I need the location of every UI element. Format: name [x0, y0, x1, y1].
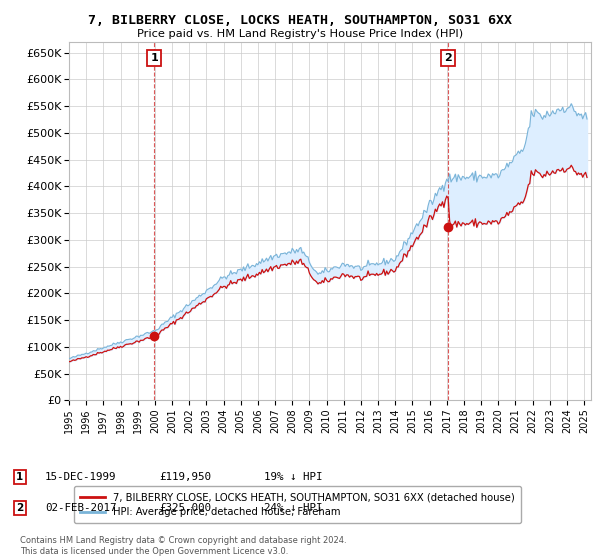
Text: 19% ↓ HPI: 19% ↓ HPI [264, 472, 323, 482]
Text: 1: 1 [150, 53, 158, 63]
Text: Contains HM Land Registry data © Crown copyright and database right 2024.
This d: Contains HM Land Registry data © Crown c… [20, 536, 346, 556]
Text: 2: 2 [16, 503, 23, 513]
Text: 02-FEB-2017: 02-FEB-2017 [45, 503, 116, 513]
Text: 15-DEC-1999: 15-DEC-1999 [45, 472, 116, 482]
Text: 24% ↓ HPI: 24% ↓ HPI [264, 503, 323, 513]
Legend: 7, BILBERRY CLOSE, LOCKS HEATH, SOUTHAMPTON, SO31 6XX (detached house), HPI: Ave: 7, BILBERRY CLOSE, LOCKS HEATH, SOUTHAMP… [74, 486, 521, 523]
Text: 7, BILBERRY CLOSE, LOCKS HEATH, SOUTHAMPTON, SO31 6XX: 7, BILBERRY CLOSE, LOCKS HEATH, SOUTHAMP… [88, 14, 512, 27]
Text: 1: 1 [16, 472, 23, 482]
Text: £119,950: £119,950 [159, 472, 211, 482]
Text: 2: 2 [445, 53, 452, 63]
Text: £325,000: £325,000 [159, 503, 211, 513]
Text: Price paid vs. HM Land Registry's House Price Index (HPI): Price paid vs. HM Land Registry's House … [137, 29, 463, 39]
